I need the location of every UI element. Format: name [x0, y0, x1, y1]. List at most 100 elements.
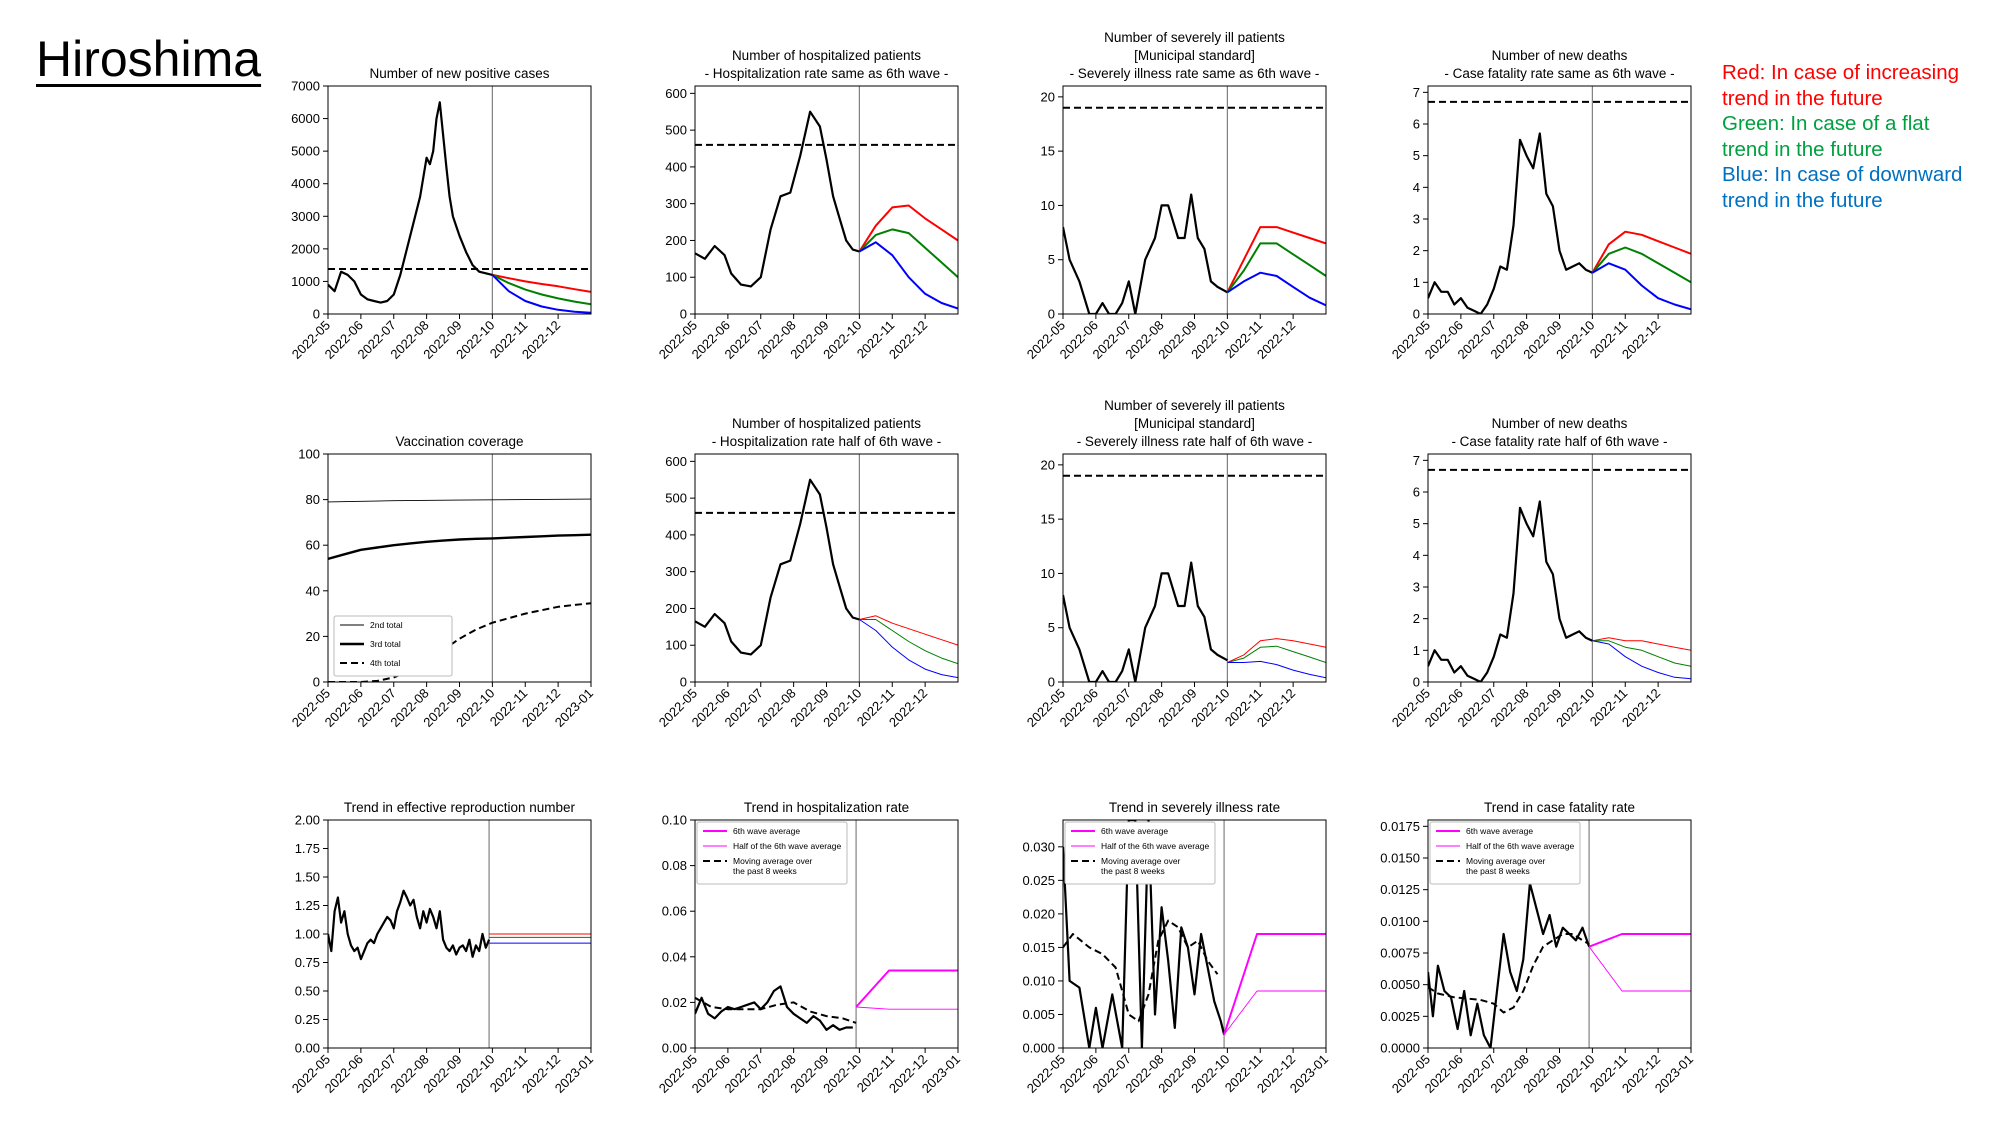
scenario-legend-line: trend in the future	[1722, 188, 1883, 212]
series-line-dashed	[328, 602, 591, 682]
y-tick-label: 5000	[291, 144, 320, 159]
y-tick-label: 100	[665, 270, 687, 285]
chart-title: Vaccination coverage	[395, 434, 523, 449]
series-line-magenta	[1588, 933, 1691, 948]
chart-title: - Case fatality rate same as 6th wave -	[1444, 66, 1674, 81]
series-line-observed	[1428, 882, 1591, 1048]
chart-severely-ill-6th: Number of severely ill patients [Municipa…	[1024, 30, 1327, 362]
series-line-flat	[1591, 246, 1691, 284]
chart-title: - Severely illness rate half of 6th wave…	[1077, 434, 1313, 449]
y-tick-label: 0.015	[1022, 940, 1055, 955]
series-line-magenta-thin	[1223, 990, 1326, 1035]
series-line-thin	[328, 498, 591, 503]
chart-title: [Municipal standard]	[1134, 48, 1255, 63]
y-tick-label: 0.0150	[1380, 851, 1420, 866]
y-tick-label: 0.0175	[1380, 819, 1420, 834]
legend-label: 2nd total	[370, 620, 403, 630]
y-tick-label: 0.08	[662, 858, 687, 873]
chart-title: Number of new positive cases	[369, 66, 549, 81]
scenario-legend-line: Blue: In case of downward	[1722, 163, 1963, 186]
y-tick-label: 4	[1413, 548, 1420, 563]
series-line-up	[1591, 230, 1691, 274]
series-line-down	[1226, 271, 1326, 307]
chart-hospitalized-half: Number of hospitalized patients - Hospita…	[656, 416, 959, 730]
y-tick-label: 0.00	[662, 1041, 687, 1056]
chart-title: Number of hospitalized patients	[732, 416, 921, 431]
y-tick-label: 400	[665, 527, 687, 542]
y-tick-label: 7	[1413, 85, 1420, 100]
y-tick-label: 0.10	[662, 813, 687, 828]
y-tick-label: 0.25	[295, 1012, 320, 1027]
series-line-down	[858, 241, 958, 310]
chart-title: Trend in severely illness rate	[1109, 800, 1280, 815]
y-tick-label: 0	[1413, 307, 1420, 322]
y-tick-label: 60	[306, 538, 320, 553]
y-tick-label: 5	[1048, 252, 1055, 267]
chart-title: - Severely illness rate same as 6th wave…	[1070, 66, 1320, 81]
series-group	[1063, 561, 1326, 682]
y-tick-label: 6	[1413, 485, 1420, 500]
y-tick-label: 200	[665, 601, 687, 616]
chart-hospitalization-rate: Trend in hospitalization rate 0.00 0.02 0.0…	[656, 800, 963, 1096]
chart-title: Trend in hospitalization rate	[744, 800, 909, 815]
legend-label: Moving average over	[1101, 856, 1181, 866]
y-tick-label: 1.00	[295, 927, 320, 942]
chart-case-fatality-rate: Trend in case fatality rate 0.0000 0.0025 0…	[1380, 800, 1696, 1096]
plot-frame	[694, 453, 959, 683]
y-tick-label: 0.025	[1022, 873, 1055, 888]
y-tick-label: 0.020	[1022, 906, 1055, 921]
y-tick-label: 0.02	[662, 995, 687, 1010]
chart-title: Number of severely ill patients	[1104, 30, 1285, 45]
chart-hospitalized-6th: Number of hospitalized patients - Hospita…	[656, 48, 959, 362]
y-tick-label: 0	[1413, 675, 1420, 690]
y-tick-label: 0.04	[662, 949, 687, 964]
plot-frame	[1427, 85, 1692, 315]
y-tick-label: 0.75	[295, 955, 320, 970]
series-line-magenta-thin	[1588, 946, 1691, 992]
scenario-legend-line: Red: In case of increasing	[1722, 61, 1960, 84]
series-group	[328, 889, 591, 961]
series-line-up-thin	[1592, 637, 1691, 651]
legend-label: the past 8 weeks	[1101, 866, 1165, 876]
series-line-observed	[1063, 820, 1226, 1048]
chart-title: Number of new deaths	[1492, 416, 1628, 431]
y-tick-label: 1	[1413, 275, 1420, 290]
series-line-flat	[1226, 242, 1326, 293]
series-line-thick	[328, 533, 591, 561]
chart-legend: 6th wave average Half of the 6th wave ave…	[1064, 821, 1216, 885]
legend-label: Moving average over	[733, 856, 813, 866]
y-tick-label: 1000	[291, 274, 320, 289]
series-group	[328, 101, 591, 314]
series-line-down-thin	[1592, 640, 1691, 680]
scenario-legend: Red: In case of increasing trend in the f…	[1722, 60, 1962, 213]
y-tick-label: 0	[1048, 307, 1055, 322]
series-line-flat-thin	[1227, 645, 1326, 663]
y-tick-label: 0.0075	[1380, 946, 1420, 961]
chart-title: Number of severely ill patients	[1104, 398, 1285, 413]
series-line-up-thin	[859, 615, 958, 646]
y-tick-label: 100	[665, 638, 687, 653]
plot-frame	[1062, 85, 1327, 315]
chart-title: Trend in case fatality rate	[1484, 800, 1635, 815]
series-group	[328, 498, 591, 682]
legend-label: 3rd total	[370, 639, 401, 649]
legend-label: 4th total	[370, 658, 400, 668]
y-tick-label: 0.010	[1022, 973, 1055, 988]
y-tick-label: 4	[1413, 180, 1420, 195]
scenario-legend-line: Green: In case of a flat	[1722, 112, 1930, 135]
series-group	[1428, 132, 1691, 314]
series-line-up	[1226, 226, 1326, 293]
chart-new-positive-cases: Number of new positive cases 0 1000 2000 300…	[289, 66, 592, 362]
y-tick-label: 1.75	[295, 841, 320, 856]
chart-legend: 6th wave average Half of the 6th wave ave…	[696, 821, 848, 885]
plot-frame	[327, 85, 592, 315]
y-tick-label: 0.0000	[1380, 1041, 1420, 1056]
y-tick-label: 0.00	[295, 1041, 320, 1056]
chart-severely-ill-half: Number of severely ill patients [Municipa…	[1024, 398, 1327, 730]
chart-vaccination-coverage: Vaccination coverage0204060801002022-052…	[289, 434, 596, 730]
y-tick-label: 0.0100	[1380, 914, 1420, 929]
legend-label: 6th wave average	[1101, 826, 1168, 836]
y-tick-label: 300	[665, 196, 687, 211]
legend-label: Half of the 6th wave average	[1466, 841, 1574, 851]
